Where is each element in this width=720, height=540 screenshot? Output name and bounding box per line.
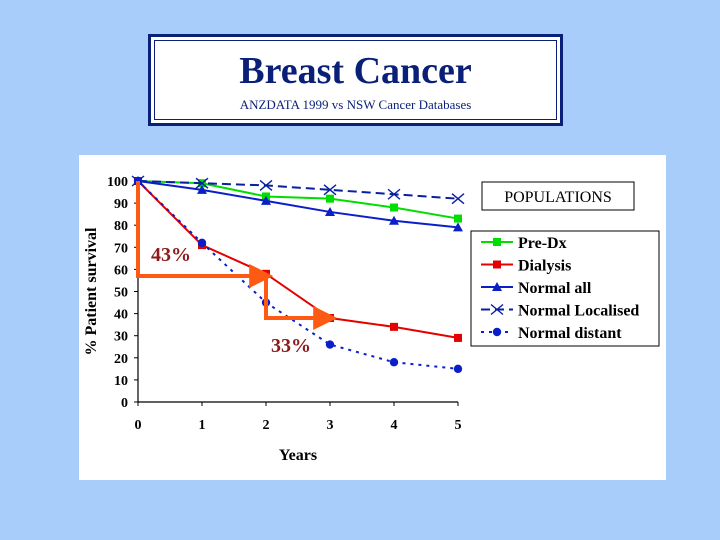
y-tick-label: 10 (114, 374, 128, 389)
marker-stroke (387, 188, 401, 200)
legend-label: Dialysis (518, 258, 571, 275)
chart-legend: POPULATIONS Pre-Dx Dialysis Normal all Norma… (470, 181, 660, 347)
data-point-dialysis (390, 322, 398, 331)
legend-entry-normal-localised: Normal Localised (481, 303, 639, 320)
y-tick-label: 80 (114, 219, 128, 234)
series-line-pre-dx (137, 180, 459, 220)
series-line-normal-localised (137, 180, 459, 200)
data-point-dialysis (454, 333, 462, 342)
series-line-normal-distant (137, 180, 459, 370)
data-point-normal-distant (453, 364, 463, 374)
series-normal-localised (131, 175, 465, 205)
data-point-pre-dx (390, 203, 398, 212)
chart-panel: 0 10 20 30 40 50 60 70 80 90 100 0 1 2 3 4 5 Years % Patie… (79, 155, 666, 480)
data-point-normal-localised (387, 188, 401, 200)
y-tick-label: 70 (114, 241, 128, 256)
title-box: Breast Cancer ANZDATA 1999 vs NSW Cancer… (148, 34, 563, 126)
annotation-1: 43% (136, 181, 274, 289)
legend-entry-normal-all: Normal all (481, 280, 592, 297)
legend-entry-normal-distant: Normal distant (481, 325, 622, 342)
x-tick-label: 0 (135, 418, 142, 433)
chart-axes: 0 10 20 30 40 50 60 70 80 90 100 0 1 2 3 4 5 Years % Patie… (83, 175, 462, 464)
y-tick-label: 30 (114, 330, 128, 345)
annotation-arrow (136, 181, 274, 289)
legend-title: POPULATIONS (504, 189, 612, 206)
x-axis-label: Years (279, 447, 317, 464)
data-point-normal-localised (259, 179, 273, 191)
annotation-label: 33% (271, 335, 311, 357)
legend-swatch-marker (490, 303, 504, 316)
x-tick-label: 2 (263, 418, 270, 433)
y-axis-label: % Patient survival (83, 227, 100, 356)
legend-label: Pre-Dx (518, 235, 567, 252)
series-line-normal-all (137, 180, 459, 229)
data-point-normal-localised (195, 177, 209, 189)
legend-swatch-marker (493, 238, 501, 246)
legend-entry-pre-dx: Pre-Dx (481, 235, 567, 252)
legend-swatch-marker (493, 260, 501, 269)
data-point-normal-localised (451, 193, 465, 205)
marker-stroke (323, 184, 337, 196)
data-point-normal-all (261, 195, 271, 205)
marker-stroke (451, 193, 465, 205)
x-tick-label: 4 (391, 418, 398, 433)
x-tick-label: 1 (199, 418, 206, 433)
annotation-2: 33% (264, 276, 338, 357)
marker-stroke (490, 303, 504, 316)
data-point-dialysis (326, 314, 334, 323)
slide-title: Breast Cancer (239, 50, 472, 92)
y-tick-label: 100 (107, 175, 128, 190)
annotation-arrow (264, 276, 338, 331)
legend-entry-dialysis: Dialysis (481, 258, 571, 275)
data-point-normal-all (325, 206, 335, 216)
legend-label: Normal Localised (518, 303, 639, 320)
legend-box (470, 230, 660, 347)
y-tick-label: 60 (114, 263, 128, 278)
y-tick-label: 0 (121, 396, 128, 411)
legend-label: Normal all (518, 280, 592, 297)
marker-stroke (259, 179, 273, 191)
legend-label: Normal distant (518, 325, 622, 342)
data-point-normal-distant (389, 358, 399, 367)
data-point-normal-distant (197, 238, 207, 248)
series-pre-dx (134, 177, 462, 223)
data-point-normal-distant (325, 340, 335, 349)
y-tick-label: 50 (114, 286, 128, 301)
series-normal-all (133, 176, 463, 232)
chart-annotations: 43% 33% (136, 181, 338, 357)
data-point-pre-dx (454, 214, 462, 223)
y-tick-label: 90 (114, 197, 128, 212)
data-point-normal-all (389, 215, 399, 225)
data-point-normal-all (453, 222, 463, 232)
legend-swatch-marker (492, 282, 502, 291)
legend-title-box (481, 181, 635, 211)
y-tick-label: 20 (114, 352, 128, 367)
data-point-pre-dx (326, 194, 334, 203)
x-tick-label: 3 (327, 418, 334, 433)
legend-swatch-marker (492, 327, 502, 337)
slide-subtitle: ANZDATA 1999 vs NSW Cancer Databases (239, 97, 472, 112)
survival-chart: 0 10 20 30 40 50 60 70 80 90 100 0 1 2 3 4 5 Years % Patie… (83, 175, 660, 464)
x-tick-label: 5 (455, 418, 462, 433)
series-line-dialysis (137, 180, 459, 339)
y-tick-label: 40 (114, 308, 128, 323)
annotation-label: 43% (151, 244, 191, 266)
data-point-normal-localised (323, 184, 337, 196)
chart-series (131, 175, 465, 374)
marker-stroke (195, 177, 209, 189)
data-point-normal-all (197, 184, 207, 194)
